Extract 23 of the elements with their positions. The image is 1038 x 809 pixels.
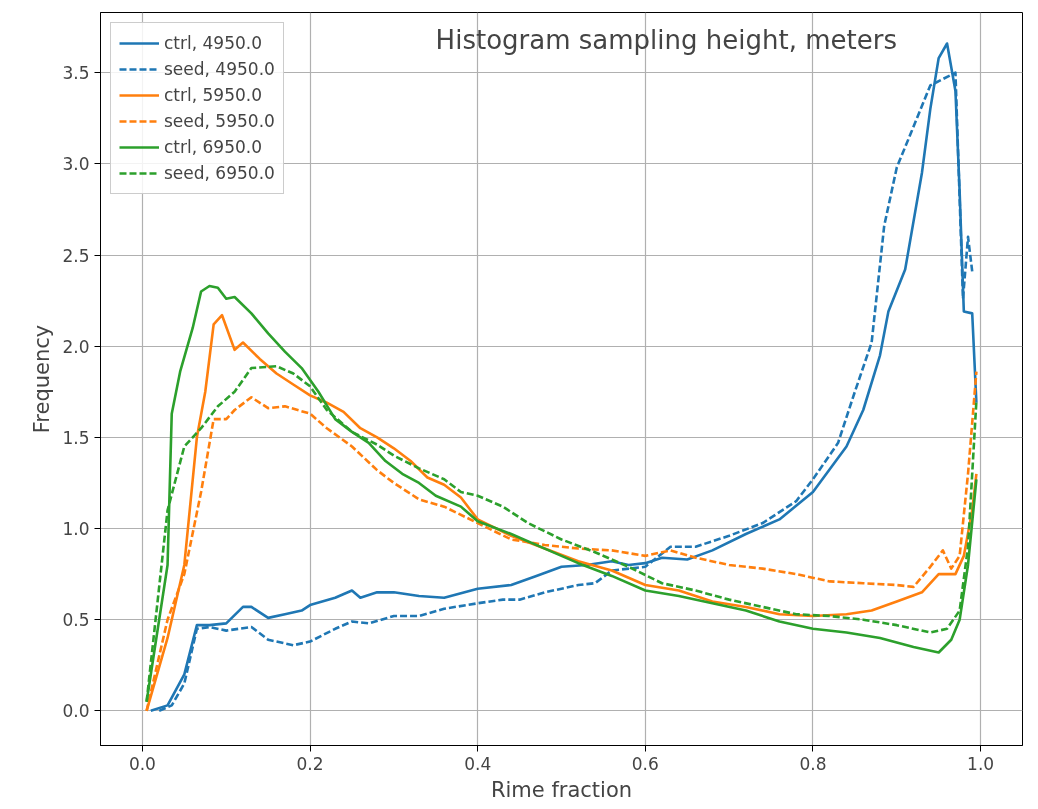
x-axis-title: Rime fraction [490,777,633,802]
y-tick-label: 2.5 [62,245,90,266]
x-tick-label: 0.2 [296,753,324,774]
legend-label: seed, 4950.0 [164,58,275,81]
x-tick-label: 0.6 [631,753,659,774]
y-tick-label: 2.0 [62,336,90,357]
x-tick-label: 0.0 [128,753,156,774]
y-tick-label: 3.0 [62,154,90,175]
legend-label: ctrl, 5950.0 [164,84,263,107]
text: Histogram sampling height, meters [435,24,897,55]
legend-label: ctrl, 6950.0 [164,136,263,159]
y-tick-label: 3.5 [62,63,90,84]
x-tick-label: 0.4 [464,753,492,774]
y-tick-label: 0.0 [62,701,90,722]
legend-label: seed, 5950.0 [164,110,275,133]
y-axis-title: Frequency [30,324,55,434]
legend-label: ctrl, 4950.0 [164,32,263,55]
legend-label: seed, 6950.0 [164,162,275,185]
y-tick-label: 0.5 [62,610,90,631]
x-tick-label: 0.8 [799,753,827,774]
y-tick-label: 1.0 [62,519,90,540]
y-tick-label: 1.5 [62,427,90,448]
x-tick-label: 1.0 [967,753,995,774]
